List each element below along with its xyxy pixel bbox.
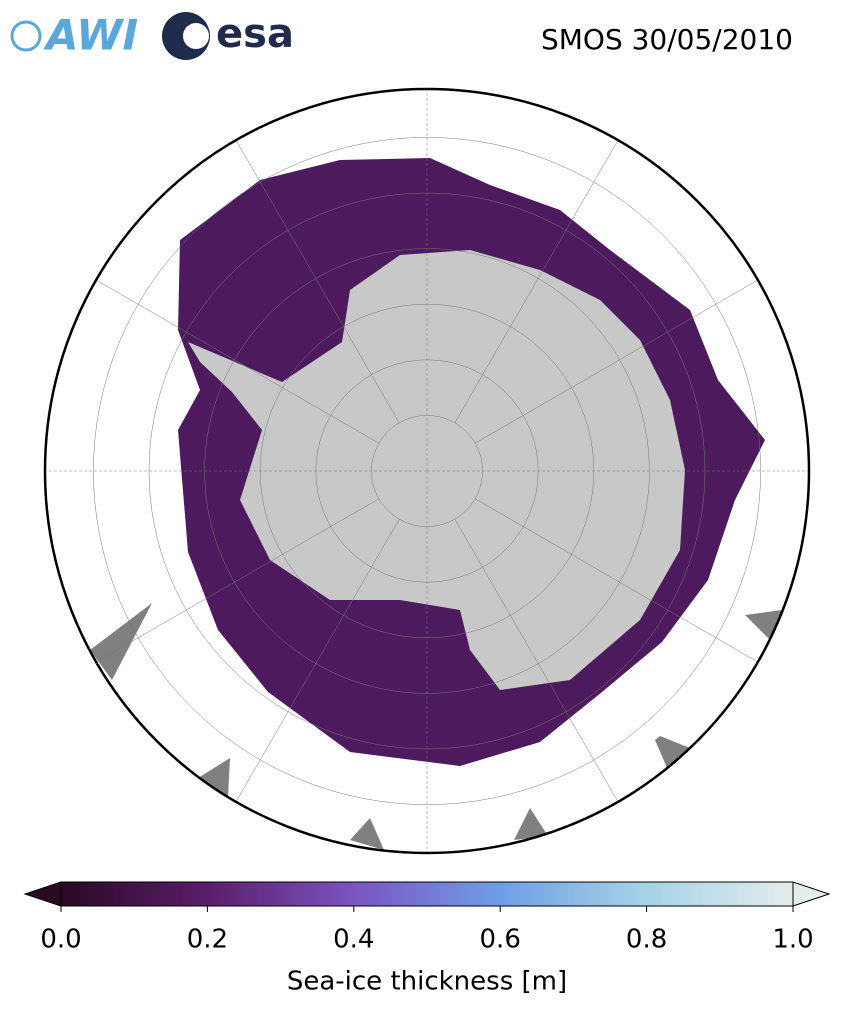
logo-awi: AWI bbox=[10, 11, 138, 60]
meridian bbox=[89, 498, 379, 667]
colorbar-extend-low bbox=[23, 881, 62, 907]
meridian bbox=[454, 519, 623, 809]
antarctica bbox=[188, 250, 685, 690]
colorbar-tick-label: 1.0 bbox=[772, 925, 813, 955]
meridian bbox=[475, 275, 765, 444]
logo-text: esa bbox=[216, 11, 294, 57]
meridian bbox=[231, 133, 400, 423]
meridian bbox=[475, 498, 765, 667]
colorbar-tick-label: 0.4 bbox=[333, 925, 374, 955]
colorbar-label: Sea-ice thickness [m] bbox=[287, 967, 567, 997]
colorbar-tick-label: 0.2 bbox=[187, 925, 228, 955]
colorbar-tick-label: 0.0 bbox=[40, 925, 81, 955]
meridian bbox=[89, 275, 379, 444]
logo-esa: esa bbox=[162, 11, 294, 60]
latitude-circle bbox=[93, 137, 761, 805]
map-title: SMOS 30/05/2010 bbox=[541, 23, 793, 56]
colorbar-body bbox=[60, 881, 794, 907]
meridian bbox=[231, 519, 400, 809]
meridian bbox=[454, 133, 623, 423]
colorbar-tick-label: 0.6 bbox=[480, 925, 521, 955]
colorbar-extend-high bbox=[792, 881, 831, 907]
logo-text: AWI bbox=[43, 11, 138, 60]
map bbox=[45, 89, 809, 853]
graticule bbox=[45, 89, 809, 853]
colorbar bbox=[23, 881, 831, 912]
colorbar-tick-label: 0.8 bbox=[626, 925, 667, 955]
map-boundary bbox=[43, 87, 811, 855]
